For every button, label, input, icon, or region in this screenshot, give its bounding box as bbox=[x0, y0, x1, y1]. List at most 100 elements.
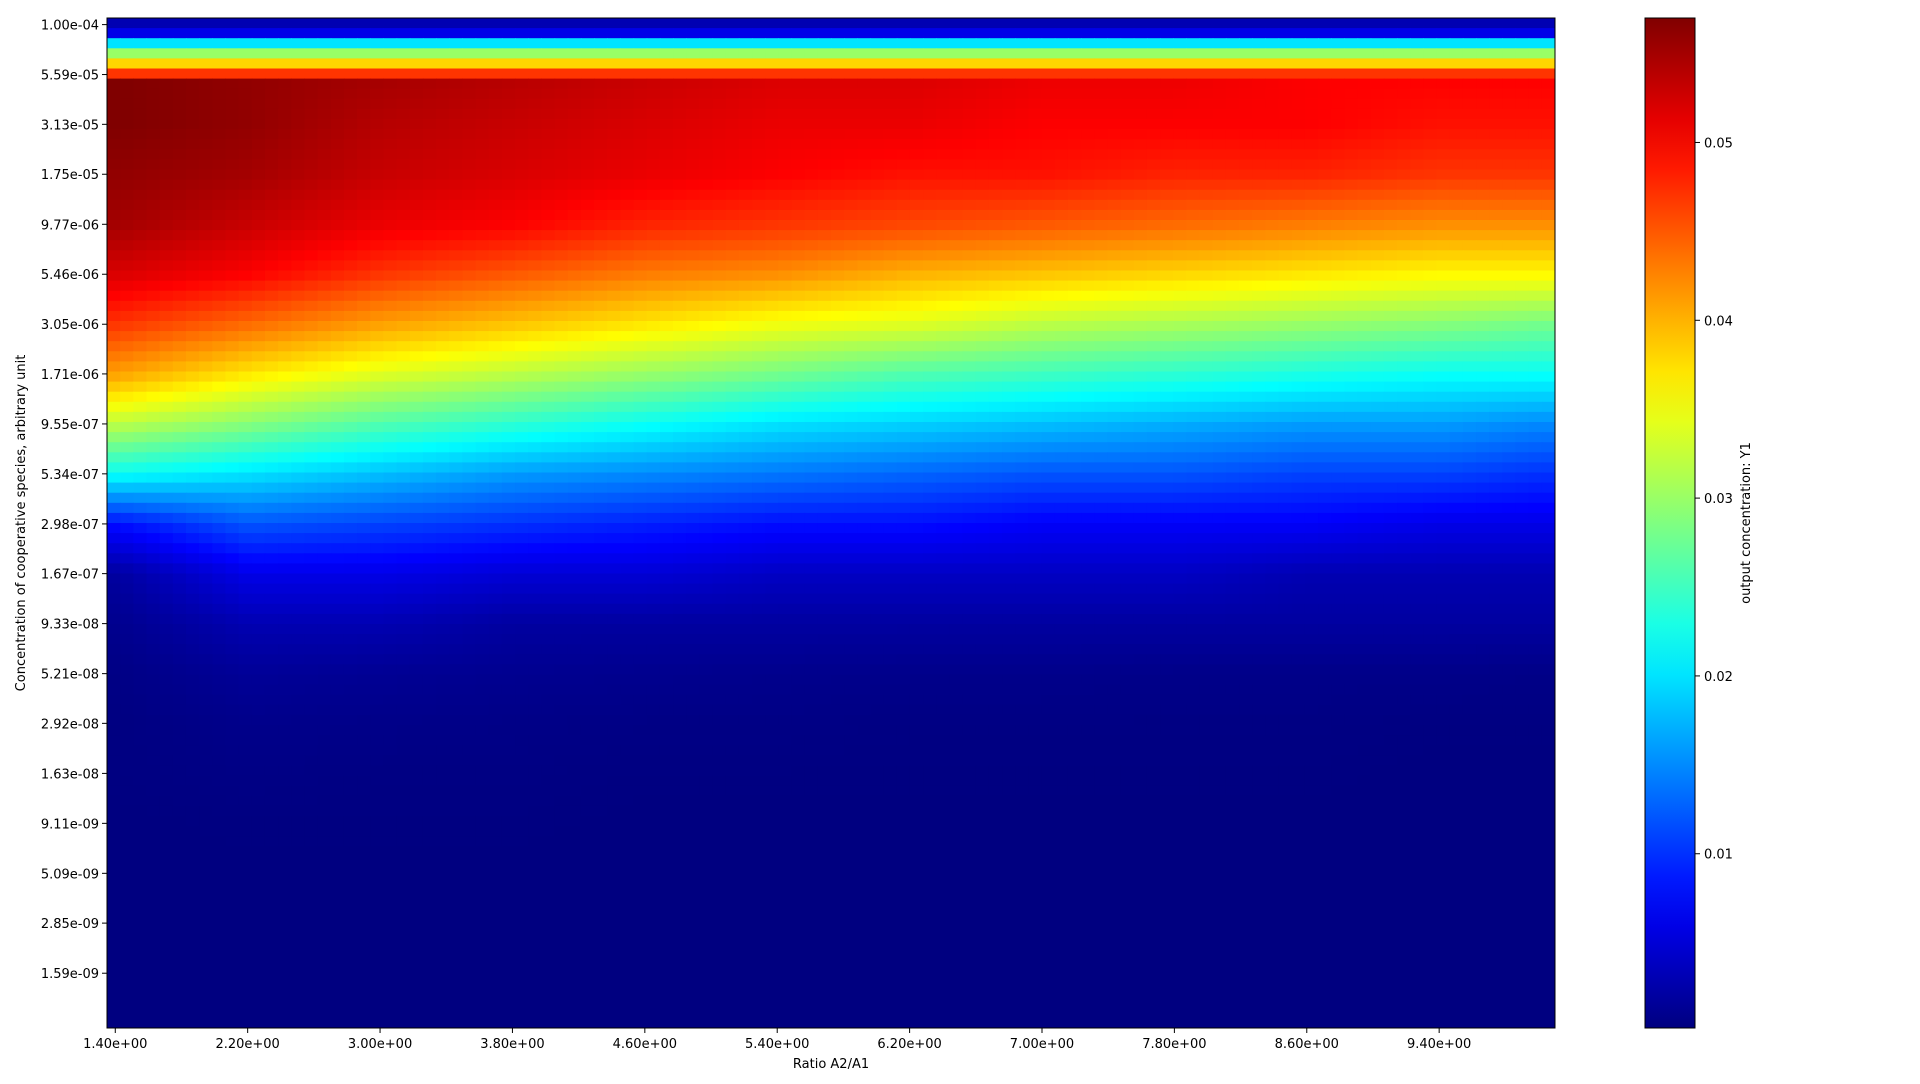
heatmap-cell bbox=[844, 280, 858, 292]
heatmap-cell bbox=[1028, 48, 1043, 59]
heatmap-cell bbox=[857, 159, 872, 171]
heatmap-cell bbox=[317, 108, 332, 120]
heatmap-cell bbox=[712, 422, 727, 433]
heatmap-cell bbox=[949, 401, 964, 413]
heatmap-cell bbox=[422, 280, 437, 292]
heatmap-cell bbox=[580, 371, 595, 383]
heatmap-cell bbox=[1225, 371, 1240, 383]
heatmap-cell bbox=[251, 48, 266, 59]
heatmap-cell bbox=[396, 159, 411, 171]
heatmap-cell bbox=[107, 78, 121, 90]
heatmap-cell bbox=[422, 139, 437, 150]
heatmap-cell bbox=[765, 280, 779, 292]
heatmap-cell bbox=[396, 432, 411, 443]
heatmap-cell bbox=[896, 270, 911, 282]
heatmap-cell bbox=[1239, 68, 1253, 80]
heatmap-cell bbox=[804, 28, 819, 39]
heatmap-cell bbox=[752, 189, 766, 201]
heatmap-cell bbox=[936, 290, 951, 302]
heatmap-cell bbox=[422, 209, 437, 221]
heatmap-cell bbox=[1265, 189, 1280, 201]
heatmap-cell bbox=[422, 159, 437, 171]
heatmap-cell bbox=[1252, 442, 1266, 453]
heatmap-cell bbox=[330, 189, 345, 201]
heatmap-cell bbox=[1397, 48, 1411, 59]
heatmap-cell bbox=[1502, 108, 1517, 120]
heatmap-cell bbox=[238, 98, 253, 110]
heatmap-cell bbox=[1265, 230, 1280, 241]
heatmap-cell bbox=[264, 48, 279, 59]
heatmap-cell bbox=[804, 240, 819, 251]
heatmap-cell bbox=[238, 371, 253, 383]
heatmap-cell bbox=[146, 98, 161, 110]
heatmap-cell bbox=[883, 88, 898, 100]
heatmap-cell bbox=[962, 452, 977, 463]
heatmap-cell bbox=[422, 119, 437, 130]
heatmap-cell bbox=[1239, 129, 1253, 140]
heatmap-cell bbox=[1436, 179, 1451, 191]
heatmap-cell bbox=[778, 169, 793, 181]
heatmap-cell bbox=[462, 300, 477, 312]
heatmap-cell bbox=[1502, 331, 1517, 342]
heatmap-cell bbox=[778, 432, 793, 443]
heatmap-cell bbox=[1054, 199, 1069, 211]
heatmap-cell bbox=[1002, 78, 1016, 90]
heatmap-cell bbox=[343, 189, 358, 201]
heatmap-cell bbox=[883, 442, 898, 453]
heatmap-cell bbox=[1462, 189, 1477, 201]
heatmap-cell bbox=[278, 189, 292, 201]
heatmap-cell bbox=[633, 411, 648, 423]
heatmap-cell bbox=[778, 341, 793, 352]
heatmap-cell bbox=[857, 462, 872, 474]
heatmap-cell bbox=[1041, 159, 1056, 171]
heatmap-cell bbox=[488, 240, 503, 251]
heatmap-cell bbox=[396, 351, 411, 362]
heatmap-cell bbox=[923, 48, 937, 59]
heatmap-cell bbox=[870, 270, 885, 282]
heatmap-cell bbox=[1160, 68, 1174, 80]
heatmap-cell bbox=[291, 129, 306, 140]
heatmap-cell bbox=[567, 139, 582, 150]
heatmap-cell bbox=[738, 230, 753, 241]
heatmap-cell bbox=[1067, 119, 1082, 130]
heatmap-cell bbox=[1541, 270, 1555, 282]
heatmap-cell bbox=[212, 381, 227, 393]
heatmap-cell bbox=[765, 159, 779, 171]
heatmap-cell bbox=[949, 341, 964, 352]
heatmap-cell bbox=[278, 432, 292, 443]
heatmap-cell bbox=[238, 462, 253, 474]
heatmap-cell bbox=[317, 371, 332, 383]
heatmap-cell bbox=[1199, 38, 1214, 49]
heatmap-cell bbox=[133, 310, 148, 322]
heatmap-cell bbox=[607, 108, 621, 120]
heatmap-cell bbox=[975, 28, 990, 39]
heatmap-cell bbox=[1397, 290, 1411, 302]
heatmap-cell bbox=[409, 422, 424, 433]
heatmap-cell bbox=[291, 280, 306, 292]
heatmap-cell bbox=[752, 381, 766, 393]
heatmap-cell bbox=[238, 230, 253, 241]
heatmap-cell bbox=[1186, 391, 1201, 403]
heatmap-cell bbox=[804, 68, 819, 80]
heatmap-cell bbox=[515, 189, 529, 201]
heatmap-cell bbox=[844, 331, 858, 342]
heatmap-cell bbox=[1383, 209, 1398, 221]
heatmap-cell bbox=[1015, 88, 1030, 100]
heatmap-cell bbox=[554, 189, 569, 201]
heatmap-cell bbox=[1067, 189, 1082, 201]
heatmap-cell bbox=[778, 290, 793, 302]
heatmap-cell bbox=[343, 209, 358, 221]
heatmap-cell bbox=[528, 442, 542, 453]
heatmap-cell bbox=[949, 169, 964, 181]
heatmap-cell bbox=[212, 129, 227, 140]
heatmap-cell bbox=[383, 401, 398, 413]
heatmap-cell bbox=[988, 159, 1003, 171]
heatmap-cell bbox=[159, 108, 174, 120]
heatmap-cell bbox=[1357, 381, 1372, 393]
heatmap-cell bbox=[1528, 209, 1543, 221]
heatmap-cell bbox=[752, 351, 766, 362]
heatmap-cell bbox=[185, 250, 200, 261]
heatmap-cell bbox=[1015, 290, 1030, 302]
heatmap-cell bbox=[1476, 260, 1490, 272]
heatmap-cell bbox=[791, 78, 806, 90]
